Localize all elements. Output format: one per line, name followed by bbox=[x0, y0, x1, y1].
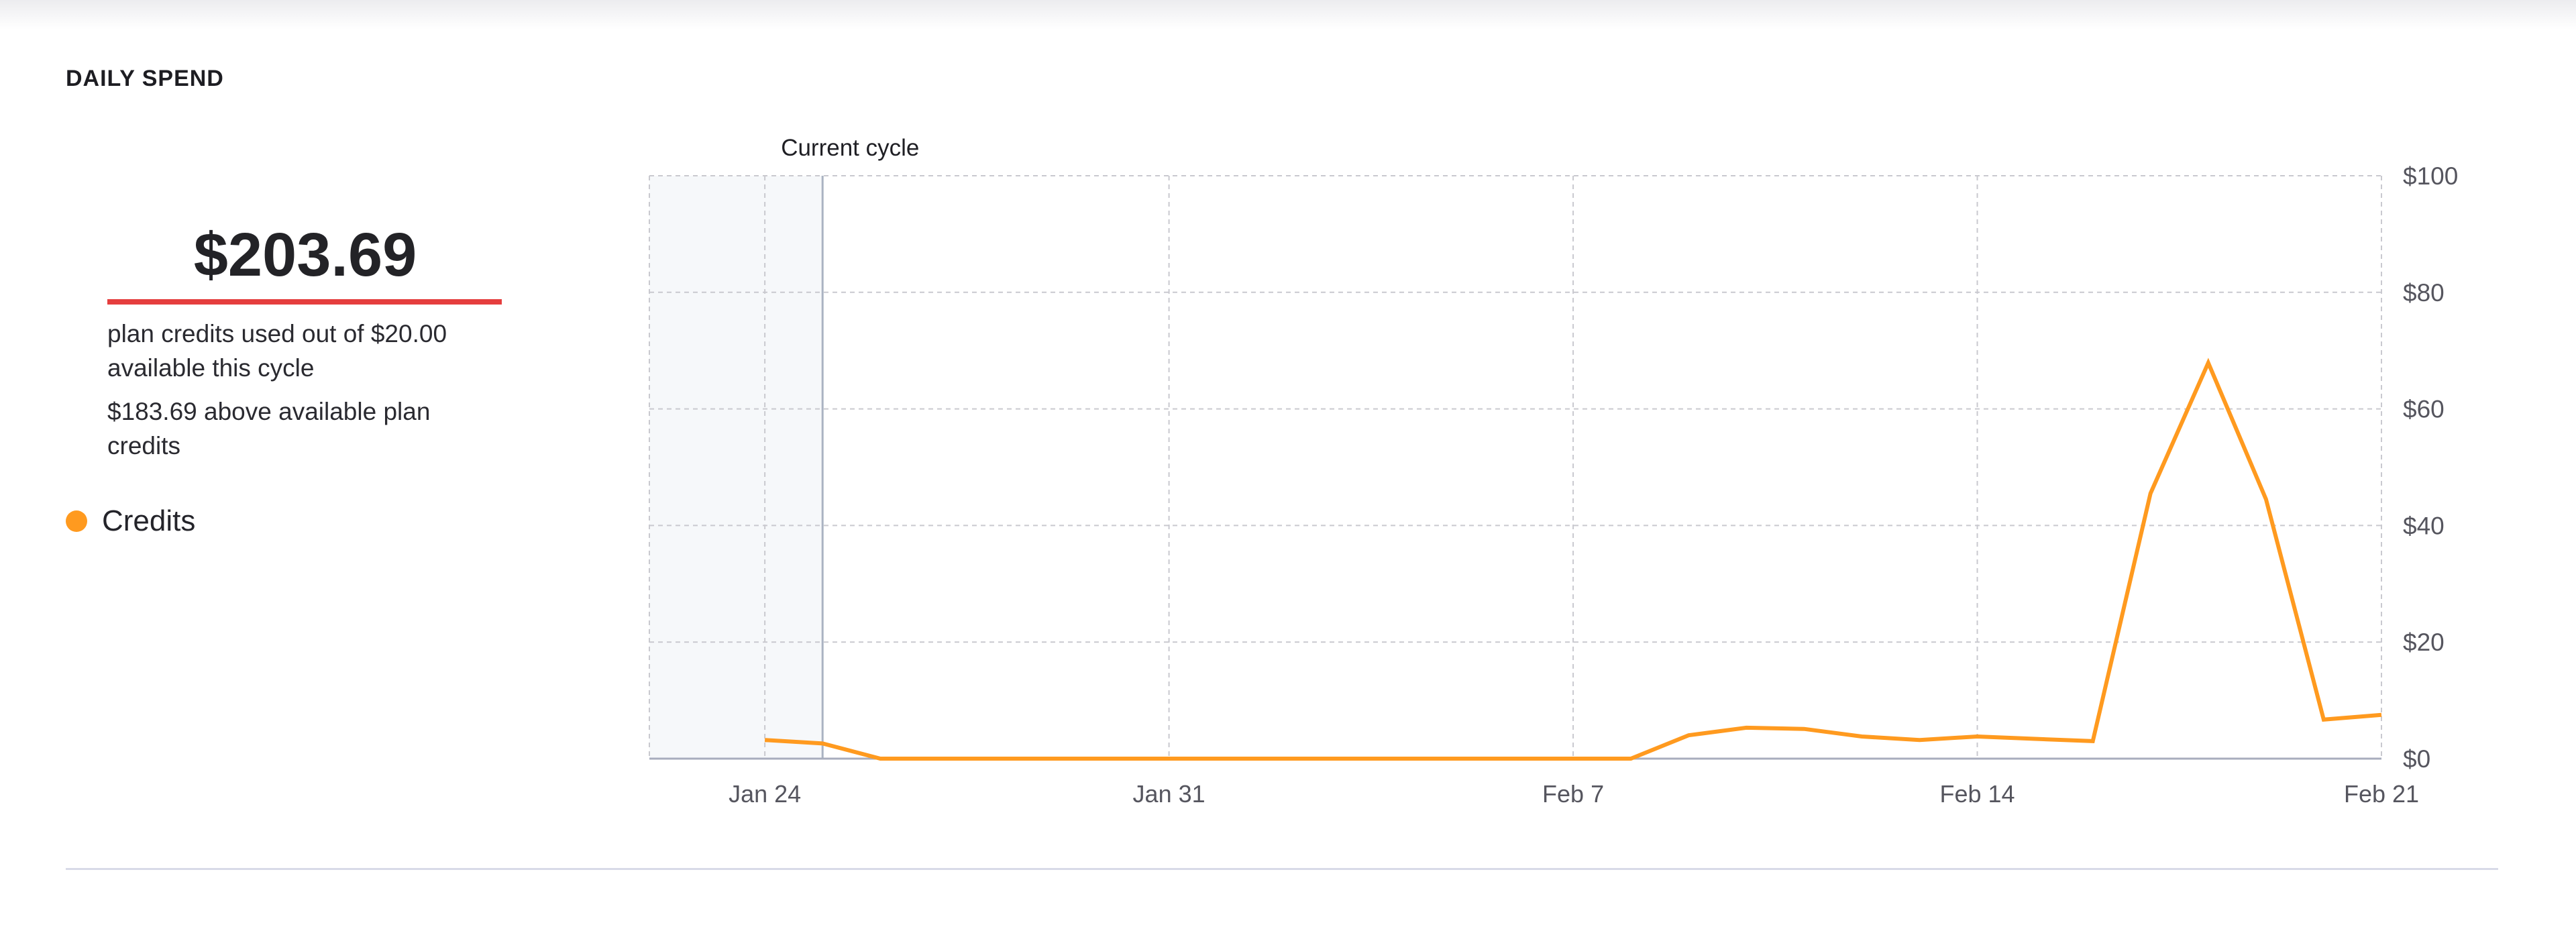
y-tick-labels: $0 $20 $40 $60 $80 $100 bbox=[2403, 162, 2458, 773]
credits-point bbox=[1225, 757, 1229, 761]
credits-series-line bbox=[764, 358, 2382, 761]
summary-overage: $183.69 above available plan credits bbox=[107, 398, 431, 459]
credits-point bbox=[820, 741, 824, 745]
credits-point bbox=[936, 757, 940, 761]
credits-point bbox=[994, 757, 998, 761]
credits-point bbox=[1571, 757, 1575, 761]
credits-point bbox=[2149, 492, 2153, 496]
x-tick-label: Feb 21 bbox=[2344, 780, 2419, 808]
credits-point bbox=[1802, 727, 1806, 731]
credits-point bbox=[1167, 757, 1171, 761]
legend-label: Credits bbox=[102, 504, 196, 537]
section-divider bbox=[66, 868, 2498, 870]
spend-summary: $203.69 plan credits used out of $20.00 … bbox=[107, 215, 503, 463]
legend-dot-icon bbox=[66, 510, 87, 532]
y-tick-label: $20 bbox=[2403, 629, 2445, 656]
top-shadow bbox=[0, 0, 2576, 30]
chart-legend: Credits bbox=[66, 504, 195, 538]
current-cycle-label: Current cycle bbox=[781, 135, 919, 161]
credits-point bbox=[2033, 737, 2037, 741]
x-tick-label: Jan 31 bbox=[1133, 780, 1205, 808]
credits-point bbox=[1917, 738, 1921, 742]
credits-point bbox=[2206, 361, 2210, 365]
previous-cycle-shade bbox=[649, 176, 823, 759]
x-tick-labels: Jan 24 Jan 31 Feb 7 Feb 14 Feb 21 bbox=[729, 780, 2419, 808]
credits-point bbox=[2264, 497, 2268, 501]
credits-point bbox=[1629, 757, 1633, 761]
credits-point bbox=[1513, 757, 1517, 761]
chart-grid bbox=[649, 175, 2382, 759]
credits-point bbox=[1340, 757, 1344, 761]
y-tick-label: $0 bbox=[2403, 745, 2430, 773]
credits-point bbox=[2091, 739, 2095, 743]
credits-point bbox=[878, 757, 882, 761]
total-amount: $203.69 bbox=[193, 221, 417, 289]
credits-point bbox=[2322, 718, 2326, 722]
y-tick-label: $40 bbox=[2403, 512, 2445, 539]
x-tick-label: Jan 24 bbox=[729, 780, 801, 808]
x-tick-label: Feb 14 bbox=[1939, 780, 2015, 808]
section-title: DAILY SPEND bbox=[66, 66, 224, 91]
credits-point bbox=[1456, 757, 1460, 761]
amount-underline bbox=[107, 299, 502, 305]
credits-point bbox=[1398, 757, 1402, 761]
credits-point bbox=[1744, 726, 1748, 730]
y-tick-label: $100 bbox=[2403, 162, 2458, 190]
x-tick-label: Feb 7 bbox=[1542, 780, 1604, 808]
credits-point bbox=[2379, 713, 2383, 717]
credits-point bbox=[1860, 734, 1864, 739]
y-tick-label: $80 bbox=[2403, 279, 2445, 307]
credits-point bbox=[1686, 733, 1690, 737]
credits-point bbox=[1051, 757, 1055, 761]
summary-credits-used: plan credits used out of $20.00 availabl… bbox=[107, 320, 447, 382]
credits-point bbox=[1110, 757, 1114, 761]
credits-point bbox=[1976, 734, 1980, 739]
credits-point bbox=[763, 738, 767, 742]
y-tick-label: $60 bbox=[2403, 396, 2445, 423]
credits-point bbox=[1283, 757, 1287, 761]
